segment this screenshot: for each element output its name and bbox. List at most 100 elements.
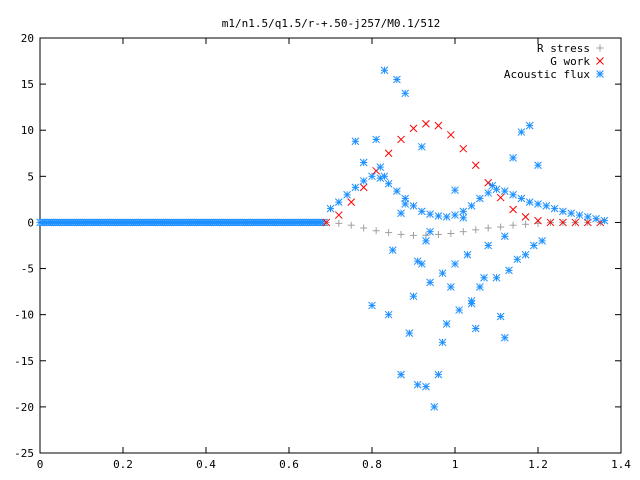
acoustic-flux-point (384, 179, 393, 188)
r-stress-point (372, 227, 380, 235)
g-work-point (446, 130, 455, 139)
acoustic-flux-point (380, 172, 389, 181)
r-stress-point (497, 223, 505, 231)
acoustic-flux-point (438, 269, 447, 278)
acoustic-flux-point (451, 260, 459, 268)
y-tick-label: 15 (21, 78, 34, 91)
acoustic-flux-point (326, 204, 335, 213)
legend-label: R stress (537, 42, 590, 55)
acoustic-flux-point (517, 128, 526, 136)
acoustic-flux-point (372, 135, 381, 144)
r-stress-point (385, 229, 393, 237)
g-work-point (534, 216, 542, 225)
acoustic-flux-point (513, 255, 522, 264)
acoustic-flux-point (426, 278, 434, 287)
acoustic-flux-point (484, 189, 493, 197)
r-stress-point (484, 224, 492, 232)
x-tick-label: 0.6 (279, 458, 299, 471)
g-work-point (559, 218, 567, 227)
acoustic-flux-point (368, 172, 376, 181)
r-stress-point (447, 230, 455, 238)
y-tick-label: 10 (21, 124, 34, 137)
acoustic-flux-point (480, 273, 488, 282)
acoustic-flux-point (351, 183, 360, 192)
r-stress-point (410, 231, 417, 239)
g-work-point (546, 218, 555, 227)
r-stress-point (522, 220, 530, 228)
acoustic-flux-point (446, 283, 455, 291)
x-tick-label: 1.4 (611, 458, 631, 471)
acoustic-flux-point (393, 75, 401, 84)
x-tick-label: 0 (37, 458, 44, 471)
g-work-point (521, 213, 530, 221)
acoustic-flux-point (500, 333, 509, 342)
acoustic-flux-point (417, 142, 426, 151)
acoustic-flux-point (467, 201, 476, 210)
acoustic-flux-point (476, 194, 484, 203)
y-tick-label: 20 (21, 32, 34, 45)
acoustic-flux-point (397, 370, 405, 379)
acoustic-flux-point (430, 403, 439, 411)
acoustic-flux-point (459, 213, 468, 222)
x-tick-label: 0.2 (113, 458, 133, 471)
g-work-point (422, 119, 430, 128)
acoustic-flux-point (413, 380, 422, 389)
acoustic-flux-point (409, 292, 418, 301)
acoustic-flux-point (401, 200, 410, 208)
y-tick-label: -10 (14, 309, 34, 322)
acoustic-flux-point (393, 187, 401, 195)
acoustic-flux-point (521, 250, 530, 259)
acoustic-flux-point (417, 207, 426, 216)
g-work-point (384, 149, 393, 158)
acoustic-flux-point (401, 89, 410, 98)
g-work-point (359, 183, 368, 192)
g-work-point (459, 144, 468, 153)
x-tick-label: 0.4 (196, 458, 216, 471)
marks-layer (36, 66, 609, 411)
x-tick-label: 1 (452, 458, 459, 471)
y-tick-label: 0 (27, 216, 34, 229)
g-work-point (471, 161, 480, 170)
y-tick-label: 5 (27, 170, 34, 183)
acoustic-flux-point (426, 210, 434, 218)
acoustic-flux-point (488, 181, 497, 190)
g-work-point (509, 205, 517, 214)
acoustic-flux-point (463, 250, 472, 259)
acoustic-flux-point (567, 209, 576, 218)
y-tick-label: -5 (21, 263, 34, 276)
g-work-point (334, 211, 343, 219)
acoustic-flux-point (388, 246, 397, 254)
r-stress-point (335, 219, 343, 227)
acoustic-flux-point (505, 266, 513, 275)
acoustic-flux-point (451, 186, 459, 195)
legend-marker (596, 44, 604, 52)
acoustic-flux-point (384, 310, 393, 319)
r-stress-point (434, 230, 442, 238)
chart-title: m1/n1.5/q1.5/r-+.50-j257/M0.1/512 (222, 17, 441, 30)
acoustic-flux-point (500, 232, 509, 241)
axis-layer: 0 0.2 0.4 0.6 0.8 1 1.2 1.4 20 15 10 5 0 -5 -10 -15 -20 -… (14, 32, 631, 471)
g-work-point (322, 218, 331, 227)
acoustic-flux-point (455, 306, 464, 314)
y-tick-label: -15 (14, 355, 34, 368)
acoustic-flux-point (492, 273, 501, 282)
g-work-point (434, 121, 443, 130)
g-work-point (409, 124, 418, 133)
acoustic-flux-point (459, 207, 468, 216)
acoustic-flux-point (525, 121, 534, 130)
acoustic-flux-point (397, 209, 405, 218)
r-stress-point (459, 228, 467, 236)
r-stress-point (347, 221, 355, 229)
acoustic-flux-point (434, 212, 443, 220)
acoustic-flux-point (442, 213, 451, 221)
acoustic-flux-point (359, 177, 368, 185)
legend-marker (596, 70, 604, 78)
x-tick-label: 1.2 (528, 458, 548, 471)
g-work-point (397, 135, 405, 144)
acoustic-flux-point (409, 201, 418, 210)
acoustic-flux-point (476, 283, 484, 291)
acoustic-flux-point (434, 370, 443, 379)
acoustic-flux-point (334, 198, 343, 207)
acoustic-flux-point (509, 190, 517, 199)
